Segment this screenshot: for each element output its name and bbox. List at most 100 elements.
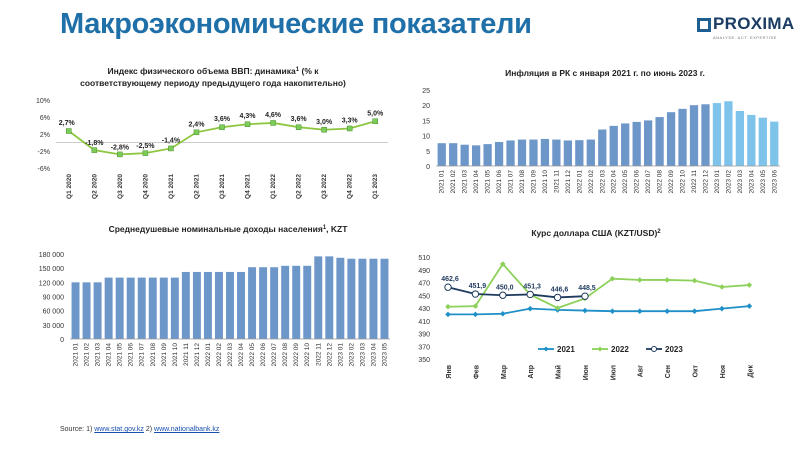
income-xtick-label: 2021 02 bbox=[84, 343, 91, 367]
gdp-data-label: 3,6% bbox=[214, 116, 231, 123]
inflation-bar bbox=[563, 140, 572, 166]
inflation-xtick-label: 2021 12 bbox=[565, 170, 572, 194]
inflation-xtick-label: 2021 02 bbox=[450, 170, 457, 194]
income-xtick-label: 2022 01 bbox=[205, 343, 212, 367]
usd-point-2021 bbox=[527, 305, 533, 312]
gdp-xtick-label: Q2 2021 bbox=[193, 174, 200, 199]
gdp-ytick-label: 2% bbox=[40, 132, 50, 139]
usd-point-2023 bbox=[499, 291, 507, 299]
usd-point-2021 bbox=[746, 303, 753, 309]
inflation-bar bbox=[540, 138, 550, 166]
inflation-ytick-label: 15 bbox=[422, 118, 430, 125]
income-bar bbox=[325, 256, 334, 339]
gdp-data-label: 2,7% bbox=[59, 120, 76, 127]
usd-chart: Курс доллара США (KZT/USD)2 350 370 390 410 4… bbox=[410, 222, 790, 417]
inflation-xtick-label: 2022 11 bbox=[691, 170, 698, 193]
income-xtick-label: 2021 10 bbox=[172, 343, 179, 367]
source-link-nationalbank[interactable]: www.nationalbank.kz bbox=[154, 426, 220, 433]
source-link-stat[interactable]: www.stat.gov.kz bbox=[94, 426, 144, 433]
inflation-bar bbox=[735, 110, 744, 166]
usd-data-label: 451,9 bbox=[469, 283, 487, 290]
inflation-bar bbox=[506, 140, 515, 166]
income-bar bbox=[369, 258, 378, 339]
gdp-chart: Индекс физического объема ВВП: динамика1… bbox=[28, 62, 398, 212]
gdp-data-label: 2,4% bbox=[188, 121, 205, 128]
inflation-xtick-label: 2021 05 bbox=[485, 170, 492, 194]
usd-point-2021 bbox=[636, 308, 643, 314]
inflation-bar bbox=[586, 139, 595, 166]
gdp-xtick-label: Q3 2021 bbox=[219, 174, 226, 199]
gdp-data-label: 3,6% bbox=[291, 116, 308, 123]
income-bar bbox=[336, 257, 345, 339]
income-bar bbox=[137, 277, 146, 339]
usd-legend-marker-2022 bbox=[597, 346, 603, 352]
gdp-title-line1: Индекс физического объема ВВП: динамика1… bbox=[108, 66, 320, 76]
inflation-xtick-label: 2022 12 bbox=[702, 170, 709, 194]
gdp-point bbox=[346, 125, 353, 132]
gdp-xtick-label: Q2 2022 bbox=[296, 174, 303, 199]
income-bar bbox=[226, 271, 234, 339]
inflation-bar bbox=[666, 112, 676, 166]
inflation-bar bbox=[655, 117, 664, 166]
inflation-xtick-label: 2022 09 bbox=[668, 170, 675, 194]
usd-ytick-label: 390 bbox=[418, 332, 430, 339]
usd-xtick-label: Июн bbox=[583, 365, 590, 380]
usd-legend-marker-2021 bbox=[543, 346, 549, 352]
gdp-data-label: -2,5% bbox=[136, 143, 155, 150]
usd-ytick-label: 490 bbox=[418, 268, 430, 275]
inflation-bar bbox=[724, 101, 733, 166]
usd-point-2022 bbox=[746, 282, 753, 288]
usd-legend-label-2021: 2021 bbox=[557, 345, 575, 354]
income-bar bbox=[181, 271, 190, 339]
inflation-bar bbox=[609, 125, 618, 166]
income-ytick-label: 90 000 bbox=[43, 295, 65, 302]
logo-subtext: ANALYSE. ACT. EXPERTISE bbox=[713, 35, 777, 40]
income-xtick-label: 2022 05 bbox=[249, 343, 256, 367]
gdp-point bbox=[321, 127, 327, 133]
inflation-xtick-label: 2021 11 bbox=[553, 170, 560, 193]
inflation-xtick-label: 2023 01 bbox=[714, 170, 721, 194]
gdp-xtick-label: Q4 2022 bbox=[347, 174, 354, 199]
income-bar bbox=[115, 277, 124, 339]
inflation-xtick-label: 2022 10 bbox=[680, 170, 687, 194]
income-ytick-label: 0 bbox=[60, 337, 64, 344]
inflation-chart: Инфляция в РК с января 2021 г. по июнь 2… bbox=[410, 62, 790, 217]
income-xtick-label: 2021 07 bbox=[139, 343, 146, 367]
usd-series-line-2021 bbox=[448, 305, 750, 316]
income-xtick-label: 2022 03 bbox=[227, 343, 234, 367]
gdp-xtick-label: Q2 2020 bbox=[91, 174, 98, 199]
income-title: Среднедушевые номинальные доходы населен… bbox=[109, 224, 349, 234]
usd-point-2021 bbox=[582, 307, 588, 314]
usd-legend-label-2023: 2023 bbox=[665, 345, 683, 354]
inflation-chart-svg: Инфляция в РК с января 2021 г. по июнь 2… bbox=[422, 68, 780, 194]
usd-point-2023 bbox=[581, 292, 589, 300]
usd-point-2023 bbox=[471, 290, 480, 298]
usd-chart-svg: Курс доллара США (KZT/USD)2 350 370 390 410 4… bbox=[418, 228, 754, 380]
inflation-bar bbox=[644, 120, 653, 166]
usd-point-2023 bbox=[526, 290, 534, 299]
gdp-data-label: 4,6% bbox=[265, 112, 282, 119]
inflation-bar bbox=[552, 139, 561, 166]
income-xtick-label: 2022 11 bbox=[315, 343, 322, 366]
usd-xtick-label: Фев bbox=[473, 364, 480, 379]
gdp-point bbox=[66, 128, 72, 134]
inflation-ytick-label: 5 bbox=[426, 149, 430, 156]
income-bar bbox=[248, 267, 257, 339]
inflation-ytick-label: 0 bbox=[426, 164, 430, 171]
gdp-xtick-label: Q1 2020 bbox=[66, 174, 73, 199]
usd-xtick-label: Май bbox=[555, 365, 563, 379]
income-xtick-label: 2022 09 bbox=[293, 343, 300, 367]
income-xtick-label: 2021 03 bbox=[95, 343, 102, 367]
inflation-xtick-label: 2022 03 bbox=[599, 170, 606, 194]
usd-ytick-label: 510 bbox=[418, 255, 430, 262]
usd-data-label: 462,6 bbox=[441, 276, 459, 283]
gdp-xtick-label: Q3 2020 bbox=[117, 174, 124, 199]
income-bar bbox=[159, 277, 168, 339]
inflation-xtick-label: 2021 10 bbox=[542, 170, 549, 194]
income-xtick-label: 2021 12 bbox=[194, 343, 201, 367]
gdp-data-label: 3,3% bbox=[342, 117, 359, 124]
gdp-point bbox=[219, 124, 225, 130]
income-xtick-label: 2023 02 bbox=[348, 343, 355, 367]
inflation-bar bbox=[449, 143, 458, 166]
gdp-xtick-label: Q1 2023 bbox=[372, 174, 379, 199]
